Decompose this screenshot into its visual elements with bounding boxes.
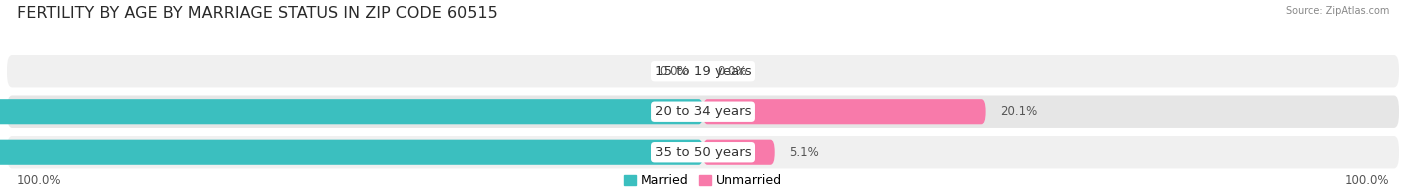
FancyBboxPatch shape	[7, 95, 1399, 128]
Text: Source: ZipAtlas.com: Source: ZipAtlas.com	[1285, 6, 1389, 16]
Text: FERTILITY BY AGE BY MARRIAGE STATUS IN ZIP CODE 60515: FERTILITY BY AGE BY MARRIAGE STATUS IN Z…	[17, 6, 498, 21]
FancyBboxPatch shape	[7, 136, 1399, 168]
Text: 100.0%: 100.0%	[1344, 174, 1389, 187]
Text: 15 to 19 years: 15 to 19 years	[655, 65, 751, 78]
Text: 0.0%: 0.0%	[717, 65, 747, 78]
FancyBboxPatch shape	[0, 140, 703, 165]
Legend: Married, Unmarried: Married, Unmarried	[621, 172, 785, 190]
FancyBboxPatch shape	[7, 55, 1399, 87]
Text: 5.1%: 5.1%	[789, 146, 818, 159]
FancyBboxPatch shape	[703, 99, 986, 124]
Text: 35 to 50 years: 35 to 50 years	[655, 146, 751, 159]
FancyBboxPatch shape	[703, 140, 775, 165]
Text: 20.1%: 20.1%	[1000, 105, 1036, 118]
Text: 0.0%: 0.0%	[659, 65, 689, 78]
Text: 20 to 34 years: 20 to 34 years	[655, 105, 751, 118]
Text: 100.0%: 100.0%	[17, 174, 62, 187]
FancyBboxPatch shape	[0, 99, 703, 124]
